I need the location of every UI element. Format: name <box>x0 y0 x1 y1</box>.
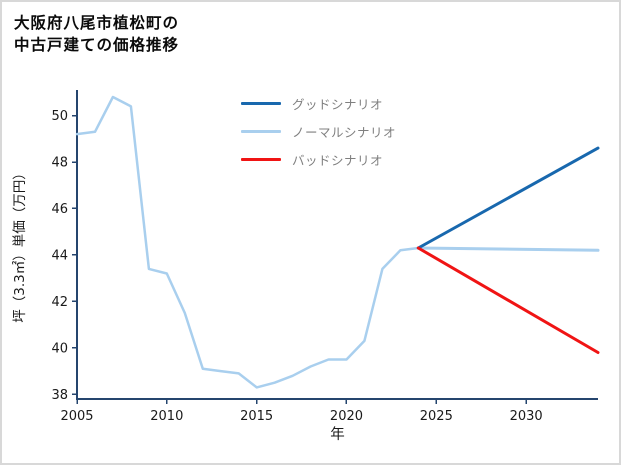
series-line-history <box>75 95 420 389</box>
legend-label: ノーマルシナリオ <box>292 125 397 140</box>
y-tick-label: 44 <box>51 248 68 263</box>
x-tick-label: 2005 <box>60 409 93 424</box>
series-line-bad <box>416 246 600 354</box>
y-tick-label: 46 <box>51 202 68 217</box>
y-tick-label: 40 <box>51 341 68 356</box>
chart-legend: グッドシナリオ ノーマルシナリオ バッドシナリオ <box>241 96 397 168</box>
series-line-normal <box>416 246 600 252</box>
legend-item: ノーマルシナリオ <box>241 124 397 140</box>
chart-title-line2: 中古戸建ての価格推移 <box>14 36 180 54</box>
x-tick-label: 2030 <box>510 409 543 424</box>
series-line-good <box>416 146 600 250</box>
y-tick-label: 48 <box>51 156 68 171</box>
legend-item: バッドシナリオ <box>241 152 396 168</box>
x-tick-label: 2010 <box>150 409 183 424</box>
legend-label: バッドシナリオ <box>292 153 384 168</box>
y-tick-label: 42 <box>51 295 68 310</box>
chart-title-line1: 大阪府八尾市植松町の <box>14 14 180 32</box>
chart-title: 大阪府八尾市植松町の 中古戸建ての価格推移 <box>14 12 179 56</box>
legend-label: グッドシナリオ <box>292 97 384 112</box>
y-tick-label: 38 <box>51 388 68 403</box>
legend-line-swatch <box>241 158 281 161</box>
legend-line-swatch <box>241 102 281 105</box>
x-axis-label: 年 <box>330 426 345 443</box>
legend-item: グッドシナリオ <box>241 96 396 112</box>
x-tick-label: 2020 <box>330 409 363 424</box>
x-tick-label: 2025 <box>420 409 453 424</box>
y-tick-label: 50 <box>51 109 68 124</box>
legend-line-swatch <box>241 130 281 133</box>
y-axis-label: 坪（3.3㎡）単価（万円） <box>12 166 28 322</box>
x-tick-label: 2015 <box>240 409 273 424</box>
